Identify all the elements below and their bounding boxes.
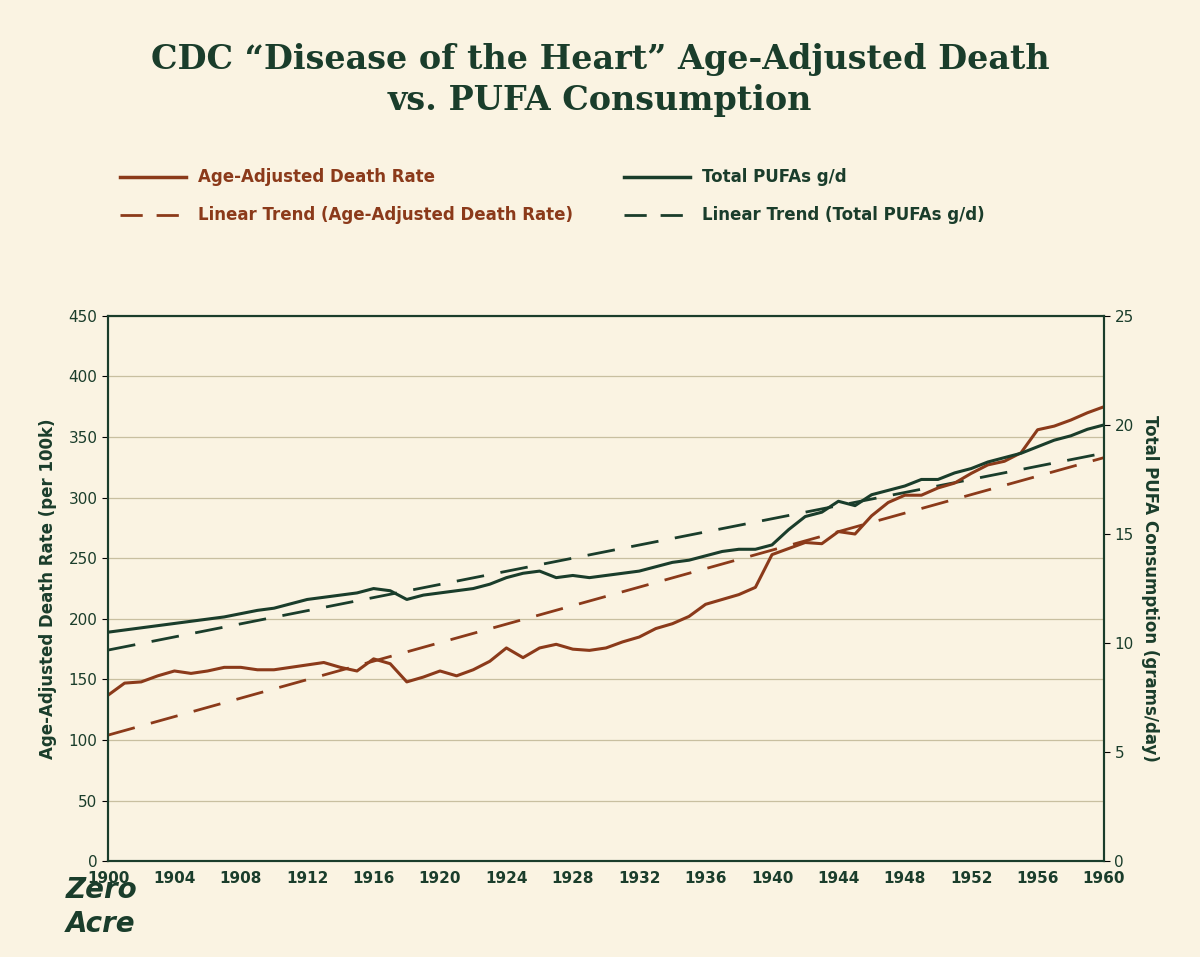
Text: Linear Trend (Total PUFAs g/d): Linear Trend (Total PUFAs g/d) [702, 207, 985, 224]
Text: Age-Adjusted Death Rate: Age-Adjusted Death Rate [198, 168, 436, 186]
Text: Zero: Zero [66, 877, 138, 904]
Text: Acre: Acre [66, 910, 136, 938]
Text: Total PUFAs g/d: Total PUFAs g/d [702, 168, 847, 186]
Y-axis label: Total PUFA Consumption (grams/day): Total PUFA Consumption (grams/day) [1141, 415, 1159, 762]
Y-axis label: Age-Adjusted Death Rate (per 100k): Age-Adjusted Death Rate (per 100k) [40, 418, 58, 759]
Text: Linear Trend (Age-Adjusted Death Rate): Linear Trend (Age-Adjusted Death Rate) [198, 207, 574, 224]
Text: CDC “Disease of the Heart” Age-Adjusted Death
vs. PUFA Consumption: CDC “Disease of the Heart” Age-Adjusted … [151, 43, 1049, 117]
